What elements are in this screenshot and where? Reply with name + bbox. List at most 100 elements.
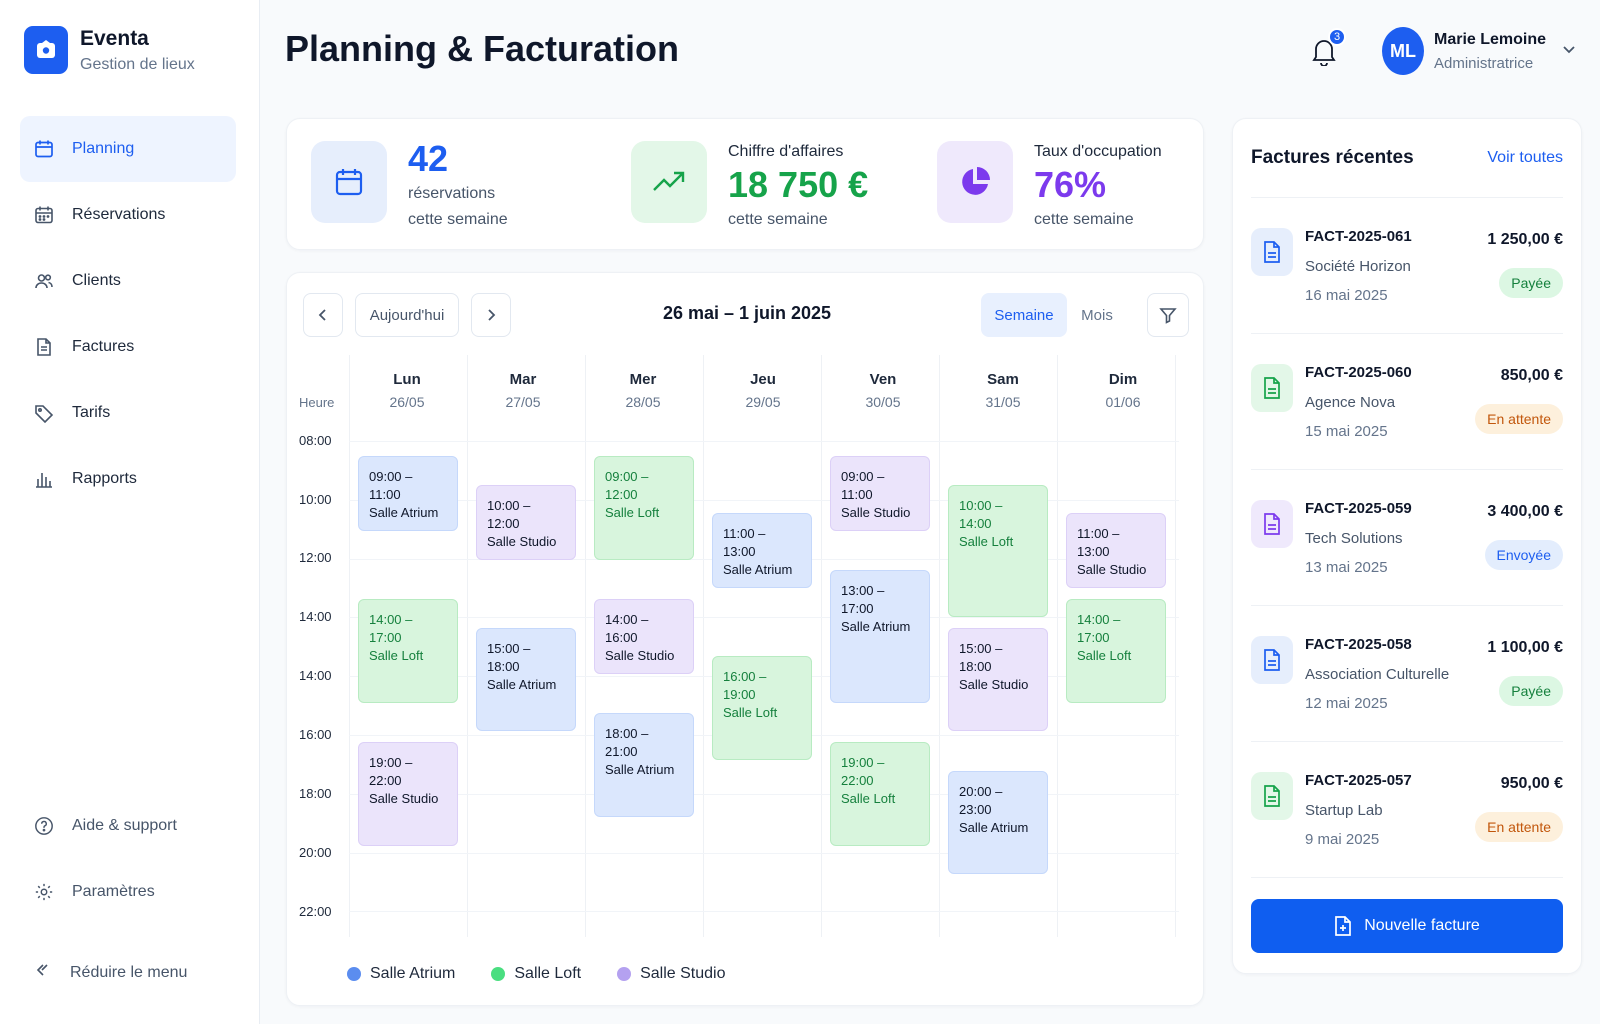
event-room: Salle Atrium [605, 762, 675, 778]
calendar-event[interactable]: 14:00 – 16:00 Salle Studio [594, 599, 694, 675]
event-time: 09:00 – 12:00 [605, 469, 649, 502]
calendar-event[interactable]: 18:00 – 21:00 Salle Atrium [594, 713, 694, 818]
calendar-event[interactable]: 15:00 – 18:00 Salle Studio [948, 627, 1048, 732]
event-room: Salle Loft [1077, 648, 1132, 663]
notifications-button[interactable]: 3 [1310, 28, 1346, 67]
reservations-count: 42 [408, 138, 449, 179]
invoice-document-icon [1251, 228, 1293, 276]
day-date: 28/05 [625, 394, 661, 410]
event-room: Salle Atrium [841, 619, 911, 635]
grid-row-line [349, 793, 1179, 795]
calendar-event[interactable]: 09:00 – 11:00 Salle Studio [830, 456, 930, 532]
collapse-icon [34, 962, 50, 983]
grid-row-line [349, 617, 1179, 619]
invoice-date: 16 mai 2025 [1305, 287, 1388, 304]
hour-column-header: Heure [299, 395, 335, 410]
event-room: Salle Loft [369, 648, 424, 663]
filter-button[interactable] [1147, 293, 1189, 337]
calendar-event[interactable]: 16:00 – 19:00 Salle Loft [712, 656, 812, 760]
day-header: Sam 31/05 [943, 371, 1063, 410]
event-time: 11:00 – 13:00 [723, 526, 766, 560]
legend-dot [617, 967, 632, 981]
invoices-title: Factures récentes [1251, 147, 1414, 168]
invoice-date: 12 mai 2025 [1305, 695, 1388, 712]
sidebar-item-planning[interactable]: Planning [20, 116, 236, 182]
event-time: 11:00 – 13:00 [1077, 526, 1120, 560]
calendar-event[interactable]: 15:00 – 18:00 Salle Atrium [476, 627, 576, 732]
calendar-event[interactable]: 09:00 – 11:00 Salle Atrium [358, 456, 458, 532]
calendar-event[interactable]: 14:00 – 17:00 Salle Loft [1066, 599, 1166, 703]
legend-dot [347, 967, 361, 981]
event-room: Salle Studio [369, 791, 439, 806]
invoice-row[interactable]: FACT-2025-058 Association Culturelle 12 … [1251, 605, 1563, 741]
previous-week-button[interactable] [303, 293, 343, 337]
calendar-event[interactable]: 13:00 – 17:00 Salle Atrium [830, 570, 930, 703]
bar-chart-icon [34, 469, 54, 489]
invoice-row[interactable]: FACT-2025-059 Tech Solutions 13 mai 2025… [1251, 469, 1563, 605]
recent-invoices-panel: Factures récentes Voir toutes FACT-2025-… [1232, 118, 1582, 974]
day-header: Jeu 29/05 [703, 371, 823, 410]
calendar-event[interactable]: 11:00 – 13:00 Salle Atrium [712, 513, 812, 589]
document-plus-icon [1335, 916, 1352, 936]
calendar-event[interactable]: 14:00 – 17:00 Salle Loft [358, 599, 458, 703]
time-label: 14:00 [299, 668, 332, 683]
view-month-button[interactable]: Mois [1081, 306, 1113, 324]
invoice-row[interactable]: FACT-2025-057 Startup Lab 9 mai 2025 950… [1251, 741, 1563, 877]
grid-column-line [1175, 355, 1176, 937]
sidebar-item-settings[interactable]: Paramètres [20, 859, 236, 925]
sidebar-item-label: Aide & support [72, 817, 177, 834]
event-time: 19:00 – 22:00 [841, 755, 885, 788]
invoice-row[interactable]: FACT-2025-061 Société Horizon 16 mai 202… [1251, 197, 1563, 333]
week-grid: Heure Lun 26/05 Mar 27/05 Mer 28/05 Jeu 29/0… [287, 273, 1205, 1007]
event-room: Salle Loft [959, 533, 1014, 549]
invoice-client: Association Culturelle [1305, 666, 1450, 683]
day-name: Mar [509, 371, 537, 388]
sidebar-item-rapports[interactable]: Rapports [20, 446, 236, 512]
sidebar-item-reservations[interactable]: Réservations [20, 182, 236, 248]
legend-item: Salle Loft [491, 965, 581, 983]
grid-column-line [1057, 355, 1058, 937]
avatar: ML [1382, 27, 1424, 75]
legend-item: Salle Studio [617, 965, 725, 983]
new-invoice-button[interactable]: Nouvelle facture [1251, 899, 1563, 953]
calendar-event[interactable]: 20:00 – 23:00 Salle Atrium [948, 770, 1048, 875]
day-header: Ven 30/05 [823, 371, 943, 410]
collapse-menu-button[interactable]: Réduire le menu [34, 962, 187, 983]
brand[interactable]: Eventa Gestion de lieux [24, 26, 195, 74]
event-room: Salle Atrium [959, 819, 1029, 835]
brand-name: Eventa [80, 26, 149, 50]
event-time: 10:00 – 14:00 [959, 497, 1003, 531]
calendar-event[interactable]: 09:00 – 12:00 Salle Loft [594, 456, 694, 560]
invoice-row[interactable]: FACT-2025-060 Agence Nova 15 mai 2025 85… [1251, 333, 1563, 469]
today-button[interactable]: Aujourd'hui [355, 293, 459, 337]
sidebar-item-tarifs[interactable]: Tarifs [20, 380, 236, 446]
time-label: 22:00 [299, 904, 332, 919]
calendar-event[interactable]: 19:00 – 22:00 Salle Studio [358, 742, 458, 846]
event-room: Salle Studio [841, 505, 911, 520]
calendar-event[interactable]: 11:00 – 13:00 Salle Studio [1066, 513, 1166, 589]
see-all-invoices-link[interactable]: Voir toutes [1487, 149, 1563, 166]
sidebar-item-clients[interactable]: Clients [20, 248, 236, 314]
calendar-event[interactable]: 19:00 – 22:00 Salle Loft [830, 742, 930, 846]
event-room: Salle Atrium [723, 562, 793, 578]
grid-row-line [349, 911, 1179, 913]
event-time: 09:00 – 11:00 [841, 469, 885, 502]
day-header: Mar 27/05 [463, 371, 583, 410]
status-badge: Payée [1499, 676, 1563, 706]
time-label: 12:00 [299, 550, 332, 565]
user-menu[interactable]: ML Marie Lemoine Administratrice [1382, 27, 1576, 75]
help-icon [34, 816, 54, 836]
invoice-document-icon [1251, 772, 1293, 820]
view-week-button[interactable]: Semaine [981, 293, 1067, 337]
legend-label: Salle Atrium [370, 965, 456, 982]
calendar-icon [311, 141, 387, 223]
event-room: Salle Atrium [487, 676, 557, 692]
calendar-event[interactable]: 10:00 – 14:00 Salle Loft [948, 484, 1048, 617]
sidebar-item-help[interactable]: Aide & support [20, 793, 236, 859]
sidebar-item-label: Tarifs [72, 404, 111, 421]
calendar-event[interactable]: 10:00 – 12:00 Salle Studio [476, 484, 576, 560]
event-room: Salle Loft [605, 505, 660, 520]
next-week-button[interactable] [471, 293, 511, 337]
users-icon [34, 271, 54, 291]
sidebar-item-factures[interactable]: Factures [20, 314, 236, 380]
